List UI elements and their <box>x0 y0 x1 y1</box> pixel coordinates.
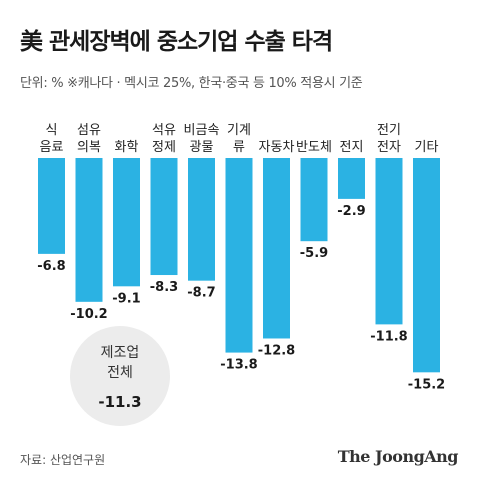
unit-note: 단위: % ※캐나다 · 멕시코 25%, 한국·중국 등 10% 적용시 기준 <box>20 76 363 91</box>
total-bubble-label-2: 전체 <box>107 365 133 381</box>
category-label-4-line-0: 비금속 <box>184 123 220 138</box>
category-label-0-line-1: 음료 <box>40 140 64 155</box>
value-label-6: -12.8 <box>258 343 295 358</box>
category-label-1-line-0: 섬유 <box>77 123 101 138</box>
total-bubble-circle <box>70 326 170 426</box>
bar-6 <box>263 158 290 339</box>
category-label-2-line-0: 화학 <box>115 140 139 155</box>
total-bubble-label-1: 제조업 <box>101 345 140 361</box>
value-label-1: -10.2 <box>70 307 107 322</box>
value-labels-group: -6.8 -10.2 -9.1 -8.3 -8.7 -13.8-12.8 -5.9 -2.9 -… <box>37 204 445 392</box>
category-label-10-line-0: 기타 <box>415 140 439 155</box>
value-label-3: -8.3 <box>150 280 178 295</box>
bar-2 <box>113 158 140 287</box>
bar-8 <box>338 158 365 199</box>
bar-4 <box>188 158 215 281</box>
value-label-10: -15.2 <box>408 377 445 392</box>
category-label-8-line-0: 전지 <box>340 140 364 155</box>
category-label-1-line-1: 의복 <box>77 140 101 155</box>
value-label-4: -8.7 <box>187 286 215 301</box>
category-label-3-line-1: 정제 <box>152 140 176 155</box>
bar-10 <box>413 158 440 373</box>
category-label-5-line-1: 류 <box>233 140 245 155</box>
brand-logo: The JoongAng <box>337 447 459 466</box>
category-label-9-line-0: 전기 <box>377 123 401 138</box>
category-label-7-line-0: 반도체 <box>296 140 332 155</box>
bar-1 <box>75 158 103 302</box>
chart-title: 美 관세장벽에 중소기업 수출 타격 <box>20 29 333 55</box>
bar-9 <box>375 158 403 325</box>
value-label-0: -6.8 <box>37 259 65 274</box>
value-label-5: -13.8 <box>220 358 257 373</box>
category-label-6-line-0: 자동차 <box>259 140 295 155</box>
category-label-0-line-0: 식 <box>46 123 58 138</box>
category-label-5-line-0: 기계 <box>227 123 251 138</box>
category-label-9-line-1: 전자 <box>377 140 401 155</box>
value-label-9: -11.8 <box>370 329 407 344</box>
bar-7 <box>300 158 328 242</box>
bar-0 <box>38 158 65 254</box>
bars-group <box>38 158 440 373</box>
value-label-8: -2.9 <box>337 204 365 219</box>
total-bubble: 제조업 전체 -11.3 <box>70 326 170 426</box>
value-label-2: -9.1 <box>112 291 140 306</box>
bar-5 <box>225 158 253 353</box>
value-label-7: -5.9 <box>300 246 328 261</box>
category-label-4-line-1: 광물 <box>190 140 214 155</box>
category-label-3-line-0: 석유 <box>152 123 176 138</box>
total-bubble-value: -11.3 <box>98 393 141 411</box>
bar-3 <box>150 158 178 276</box>
source-note: 자료: 산업연구원 <box>20 453 106 467</box>
